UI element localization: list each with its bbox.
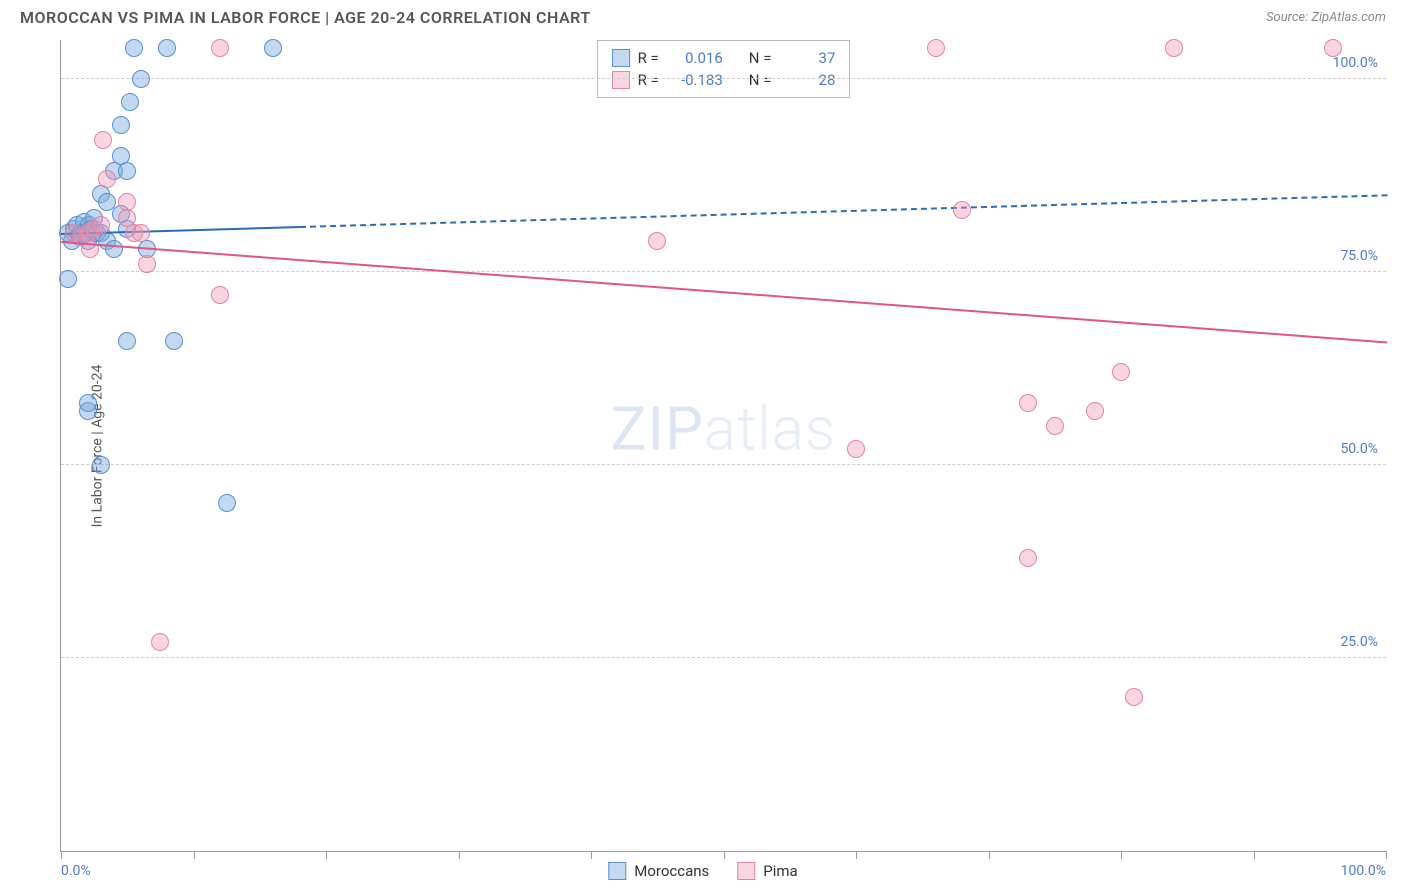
trend-line (61, 241, 1387, 344)
legend-item: Moroccans (608, 862, 709, 880)
data-point (927, 39, 945, 57)
data-point (1046, 417, 1064, 435)
data-point (118, 162, 136, 180)
x-tick (1386, 851, 1387, 859)
watermark: ZIPatlas (611, 394, 837, 465)
data-point (1086, 402, 1104, 420)
data-point (94, 131, 112, 149)
data-point (1324, 39, 1342, 57)
x-tick (591, 851, 592, 859)
data-point (79, 394, 97, 412)
series-swatch (612, 71, 630, 89)
data-point (211, 39, 229, 57)
legend-label: Moroccans (634, 862, 709, 880)
x-tick (61, 851, 62, 859)
data-point (151, 633, 169, 651)
gridline (61, 657, 1386, 658)
x-tick (1121, 851, 1122, 859)
n-label: N = (749, 71, 772, 89)
chart-header: MOROCCAN VS PIMA IN LABOR FORCE | AGE 20… (0, 0, 1406, 31)
data-point (132, 70, 150, 88)
x-tick (989, 851, 990, 859)
stats-row: R = 0.016 N = 37 (612, 47, 836, 69)
x-tick (194, 851, 195, 859)
n-value: 37 (779, 49, 835, 67)
x-tick (1254, 851, 1255, 859)
gridline (61, 271, 1386, 272)
x-tick (856, 851, 857, 859)
x-tick (459, 851, 460, 859)
r-value: -0.183 (667, 71, 723, 89)
trend-line (300, 195, 1387, 229)
r-label: R = (638, 49, 659, 67)
watermark-bold: ZIP (611, 394, 704, 465)
y-tick-label: 100.0% (1333, 55, 1378, 71)
data-point (953, 201, 971, 219)
data-point (125, 39, 143, 57)
data-point (211, 286, 229, 304)
chart-area: In Labor Force | Age 20-24 ZIPatlas R =0… (20, 40, 1386, 852)
data-point (92, 216, 110, 234)
data-point (648, 232, 666, 250)
n-label: N = (749, 49, 772, 67)
y-tick-label: 50.0% (1340, 441, 1378, 457)
data-point (59, 270, 77, 288)
data-point (92, 456, 110, 474)
n-value: 28 (779, 71, 835, 89)
plot-region: ZIPatlas R = 0.016 N = 37 R = -0.183 N = 28 25.… (60, 40, 1386, 852)
data-point (218, 494, 236, 512)
series-swatch (612, 49, 630, 67)
correlation-stats-box: R = 0.016 N = 37 R = -0.183 N = 28 (597, 40, 851, 98)
chart-title: MOROCCAN VS PIMA IN LABOR FORCE | AGE 20… (20, 8, 591, 27)
legend-label: Pima (763, 862, 797, 880)
y-tick-label: 25.0% (1340, 634, 1378, 650)
chart-source: Source: ZipAtlas.com (1266, 10, 1386, 25)
x-axis-min-label: 0.0% (61, 863, 91, 879)
data-point (98, 170, 116, 188)
data-point (112, 116, 130, 134)
data-point (1019, 549, 1037, 567)
r-label: R = (638, 71, 659, 89)
data-point (1165, 39, 1183, 57)
x-tick (724, 851, 725, 859)
legend-swatch (737, 862, 755, 880)
data-point (165, 332, 183, 350)
gridline (61, 78, 1386, 79)
gridline (61, 464, 1386, 465)
data-point (1125, 688, 1143, 706)
data-point (158, 39, 176, 57)
stats-row: R = -0.183 N = 28 (612, 69, 836, 91)
data-point (847, 440, 865, 458)
x-axis-max-label: 100.0% (1341, 863, 1386, 879)
legend-swatch (608, 862, 626, 880)
x-tick (326, 851, 327, 859)
data-point (132, 224, 150, 242)
data-point (1112, 363, 1130, 381)
data-point (1019, 394, 1037, 412)
data-point (105, 240, 123, 258)
data-point (264, 39, 282, 57)
y-tick-label: 75.0% (1340, 248, 1378, 264)
data-point (121, 93, 139, 111)
legend: Moroccans Pima (608, 862, 797, 880)
r-value: 0.016 (667, 49, 723, 67)
data-point (138, 255, 156, 273)
legend-item: Pima (737, 862, 797, 880)
data-point (118, 332, 136, 350)
watermark-thin: atlas (704, 394, 837, 465)
